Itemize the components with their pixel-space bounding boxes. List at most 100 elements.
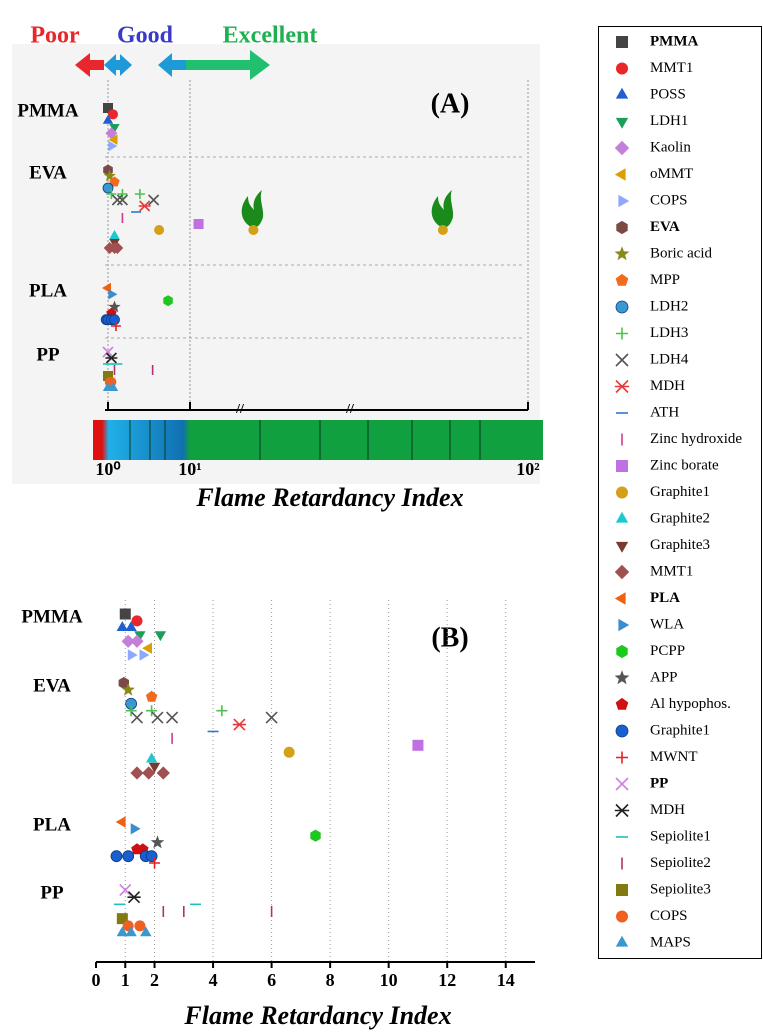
data-point: [102, 346, 114, 358]
legend-marker: [615, 724, 629, 738]
category-label: PLA: [29, 280, 67, 301]
legend-marker: [615, 117, 629, 129]
data-point: [145, 752, 158, 763]
data-point: [145, 850, 158, 863]
data-point: [111, 194, 123, 206]
data-point: [193, 219, 204, 229]
data-point: [103, 169, 116, 182]
legend-label: Graphite1: [650, 484, 710, 500]
data-point: [108, 134, 118, 145]
x-tick-label: 0: [92, 970, 101, 990]
flame-icons: [241, 190, 454, 228]
x-tick-label: 10: [380, 970, 398, 990]
data-point: [125, 621, 137, 631]
data-point: [116, 194, 129, 206]
legend-marker: [615, 935, 629, 947]
data-point: [116, 913, 128, 925]
data-point: [117, 189, 128, 199]
data-point: [107, 382, 119, 391]
legend-label: oMMT: [650, 166, 693, 182]
data-point: [156, 766, 170, 780]
legend-marker: [615, 541, 629, 553]
legend-label: LDH1: [650, 113, 688, 129]
legend-label: PCPP: [650, 643, 685, 659]
legend-label: LDH3: [650, 325, 688, 341]
x-tick-label: 10⁰: [95, 459, 120, 479]
data-point: [116, 621, 129, 631]
data-point: [119, 883, 132, 897]
data-point: [108, 300, 121, 313]
data-point: [134, 631, 146, 642]
data-point: [163, 295, 173, 307]
data-point: [131, 615, 143, 627]
data-point: [106, 189, 117, 199]
legend-marker: [614, 168, 626, 181]
data-point: [122, 850, 135, 863]
legend-label: Zinc borate: [650, 457, 719, 473]
data-point: [140, 926, 152, 937]
data-point: [103, 103, 113, 113]
x-tick-label: 1: [121, 970, 130, 990]
category-label: PMMA: [17, 100, 78, 121]
data-point: [109, 314, 120, 326]
legend-label: MMT1: [650, 563, 693, 579]
data-point: [125, 705, 137, 717]
data-point: [109, 124, 120, 133]
x-tick-label: 2: [150, 970, 159, 990]
legend-label: Sepiolite3: [650, 881, 711, 897]
legend-label: Zinc hydroxide: [650, 431, 742, 447]
category-label: PP: [40, 882, 64, 903]
legend-label: WLA: [650, 616, 684, 632]
data-point: [265, 711, 278, 724]
data-point: [125, 926, 137, 937]
legend-label: EVA: [650, 219, 680, 235]
data-point: [248, 225, 259, 235]
colorbar: [93, 420, 543, 460]
legend-label: Boric acid: [650, 245, 713, 261]
legend-marker: [615, 697, 629, 710]
legend-label: LDH2: [650, 298, 688, 314]
legend-marker: [614, 140, 630, 156]
data-point: [139, 649, 150, 661]
legend-marker: [615, 300, 629, 314]
arrow-excellent: [186, 50, 270, 80]
colorbar-lines: [129, 420, 481, 460]
legend-marker: [616, 486, 628, 499]
legend-marker: [615, 87, 629, 99]
data-point: [109, 230, 120, 239]
data-point: [412, 739, 424, 751]
data-point: [111, 242, 124, 254]
panel-a-xlabel: Flame Retardancy Index: [195, 483, 463, 512]
legend-marker: [618, 618, 630, 632]
legend-label: MPP: [650, 272, 680, 288]
data-point: [130, 634, 144, 648]
data-point: [116, 926, 129, 937]
legend-marker: [616, 751, 628, 764]
data-point: [166, 711, 179, 724]
x-tick-label: 6: [267, 970, 276, 990]
data-point: [107, 109, 118, 120]
data-point: [310, 829, 321, 842]
legend-label: MDH: [650, 802, 685, 818]
legend-label: POSS: [650, 86, 686, 102]
label-good: Good: [117, 23, 174, 49]
data-point: [118, 677, 129, 689]
data-point: [110, 850, 123, 863]
legend-marker: [616, 36, 628, 48]
data-point: [232, 718, 247, 731]
legend-marker: [616, 644, 628, 659]
legend-marker: [615, 353, 629, 367]
category-label: PLA: [33, 814, 71, 835]
data-point: [109, 176, 120, 187]
panel-b-xlabel: Flame Retardancy Index: [183, 1001, 451, 1030]
legend-label: Sepiolite2: [650, 855, 711, 871]
arrow-poor: [75, 53, 104, 77]
legend-label: MDH: [650, 378, 685, 394]
data-point: [138, 200, 151, 212]
arrow-good: [104, 54, 132, 76]
data-point: [102, 182, 114, 194]
data-point: [121, 682, 135, 696]
label-excellent: Excellent: [223, 23, 318, 49]
data-point: [142, 642, 152, 654]
